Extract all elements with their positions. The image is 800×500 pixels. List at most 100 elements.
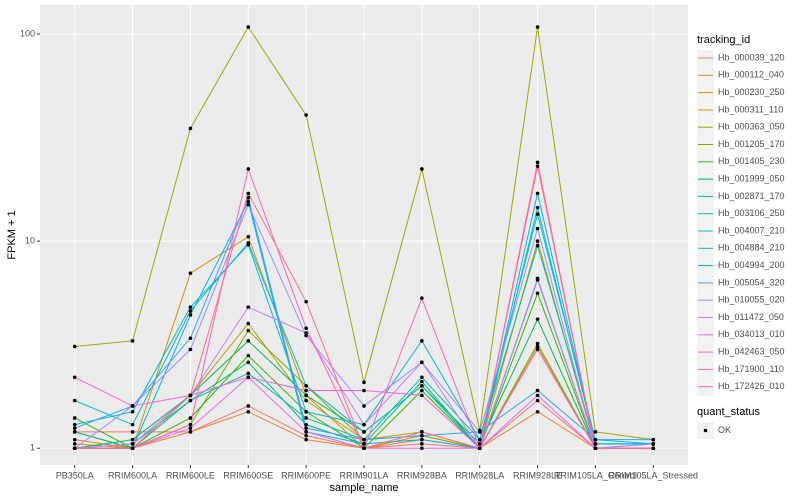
point	[246, 375, 251, 380]
point	[362, 380, 366, 385]
point	[362, 446, 366, 451]
y-tick-label: 100	[20, 28, 35, 38]
legend-label: Hb_034013_010	[718, 329, 785, 339]
point	[72, 430, 77, 434]
point	[246, 360, 251, 365]
y-axis-title: FPKM + 1	[6, 210, 18, 259]
point	[535, 25, 540, 29]
point	[362, 437, 366, 442]
point	[535, 226, 540, 231]
point	[535, 393, 540, 398]
point	[72, 344, 77, 349]
point	[535, 212, 540, 216]
point	[72, 442, 77, 446]
legend-label: Hb_171900_110	[718, 364, 784, 374]
legend-label: Hb_042463_050	[718, 346, 785, 356]
legend-label: Hb_001205_170	[718, 139, 785, 149]
point	[246, 328, 251, 333]
point	[130, 404, 135, 408]
x-tick-label: RRIM928BA	[397, 470, 447, 480]
point	[535, 239, 540, 243]
point	[246, 234, 251, 239]
point	[304, 299, 308, 304]
legend-label: Hb_003106_250	[718, 208, 785, 218]
point	[304, 430, 308, 434]
legend-label: Hb_004007_210	[718, 225, 785, 235]
y-tick-label: 10	[25, 235, 35, 245]
point	[477, 442, 482, 446]
point	[535, 205, 540, 210]
point	[535, 191, 540, 196]
legend-label: Hb_000039_120	[718, 52, 785, 62]
point	[72, 398, 77, 403]
point	[72, 426, 77, 430]
point	[246, 167, 251, 171]
point	[130, 437, 135, 442]
point	[188, 126, 193, 131]
point	[130, 422, 135, 427]
legend-title: quant_status	[697, 406, 760, 418]
point	[188, 426, 193, 430]
point	[362, 430, 366, 434]
point	[246, 404, 251, 408]
x-tick-label: RRIM928LE	[513, 470, 562, 480]
legend-label: Hb_005054_320	[718, 277, 785, 287]
point	[304, 388, 308, 393]
point	[246, 202, 251, 207]
point	[246, 191, 251, 196]
point	[304, 333, 308, 338]
point	[246, 242, 251, 247]
point	[130, 446, 135, 451]
legend-label: OK	[718, 425, 731, 435]
point	[188, 336, 193, 340]
point	[420, 384, 424, 388]
point	[304, 113, 308, 117]
point	[246, 195, 251, 200]
point	[535, 341, 540, 346]
legend-label: Hb_000363_050	[718, 122, 785, 132]
point	[246, 371, 251, 376]
point	[593, 446, 598, 451]
point	[420, 437, 424, 442]
point	[420, 393, 424, 398]
point	[420, 446, 424, 451]
point	[420, 379, 424, 384]
point	[535, 388, 540, 393]
point	[304, 422, 308, 427]
point	[246, 321, 251, 326]
point	[477, 446, 482, 451]
point	[477, 437, 482, 442]
point	[304, 393, 308, 398]
legend-label: Hb_004884_210	[718, 243, 785, 253]
point	[535, 291, 540, 296]
point	[477, 430, 482, 434]
point	[651, 437, 656, 442]
point	[188, 347, 193, 352]
point	[304, 384, 308, 388]
point	[188, 393, 193, 398]
point	[246, 305, 251, 309]
legend-point	[703, 428, 708, 433]
point	[246, 409, 251, 414]
legend-title: tracking_id	[697, 34, 750, 46]
legend-label: Hb_001405_230	[718, 156, 785, 166]
legend-label: Hb_000311_110	[718, 104, 783, 114]
x-tick-label: RRIM600PE	[281, 470, 331, 480]
legend-label: Hb_000112_040	[718, 70, 784, 80]
point	[72, 416, 77, 420]
point	[420, 375, 424, 380]
point	[420, 296, 424, 301]
point	[188, 398, 193, 403]
point	[304, 398, 308, 403]
point	[420, 339, 424, 343]
x-tick-label: RRIM600LE	[166, 470, 215, 480]
point	[593, 430, 598, 434]
point	[535, 409, 540, 414]
point	[362, 422, 366, 427]
point	[304, 426, 308, 430]
legend-label: Hb_004994_200	[718, 260, 785, 270]
point	[188, 305, 193, 309]
point	[188, 313, 193, 317]
point	[304, 326, 308, 330]
point	[246, 353, 251, 358]
